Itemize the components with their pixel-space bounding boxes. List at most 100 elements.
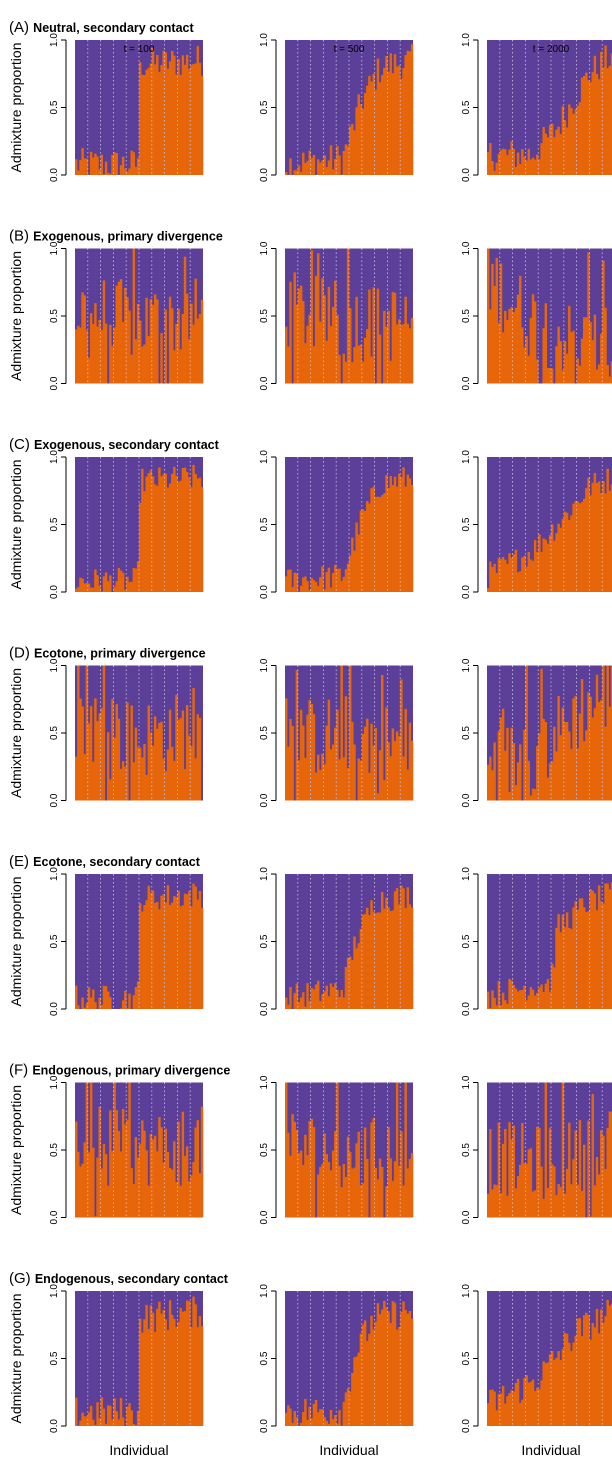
bar-cluster-2	[576, 501, 580, 592]
bar-cluster-2	[361, 108, 365, 175]
bar-cluster-2	[393, 1161, 397, 1218]
bar-cluster-2	[506, 1396, 509, 1426]
bar-cluster-2	[587, 692, 590, 801]
bar-cluster-2	[325, 725, 328, 801]
bar-cluster-2	[393, 292, 397, 384]
bar-cluster-2	[145, 476, 148, 592]
bar-cluster-2	[126, 1008, 129, 1009]
bar-cluster-2	[329, 1409, 333, 1426]
bar-cluster-2	[536, 154, 539, 175]
bar-cluster-2	[338, 996, 341, 1009]
bar-cluster-2	[113, 1398, 116, 1426]
bar-cluster-2	[565, 1333, 569, 1426]
bar-cluster-2	[192, 883, 195, 1009]
bar-cluster-2	[499, 1193, 503, 1218]
bar-cluster-2	[576, 909, 580, 1009]
bar-cluster-2	[489, 561, 492, 592]
bar-cluster-2	[495, 162, 498, 175]
bar-cluster-2	[351, 1168, 354, 1218]
y-tick-label: 0.5	[49, 100, 60, 114]
bar-cluster-2	[79, 577, 82, 592]
y-tick-label: 0.5	[259, 1143, 270, 1157]
bar-cluster-2	[121, 1108, 125, 1218]
bar-cluster-2	[346, 768, 350, 801]
bar-cluster-2	[190, 303, 193, 384]
bar-cluster-2	[395, 888, 399, 1009]
bar-cluster-2	[306, 581, 309, 592]
bar-cluster-2	[389, 476, 392, 592]
bar-cluster-2	[119, 768, 123, 801]
bar-cluster-2	[361, 361, 365, 384]
bar-cluster-2	[338, 354, 341, 384]
bar-cluster-2	[285, 172, 288, 175]
bar-cluster-2	[595, 1308, 599, 1426]
bar-cluster-2	[124, 287, 127, 384]
bar-cluster-2	[514, 166, 518, 175]
bar-cluster-2	[408, 328, 412, 384]
bar-cluster-2	[361, 1183, 365, 1218]
bar-cluster-2	[557, 326, 560, 384]
bar-cluster-2	[572, 1342, 575, 1426]
bar-cluster-2	[98, 713, 101, 801]
bar-cluster-2	[323, 1416, 326, 1426]
bar-cluster-2	[200, 907, 204, 1009]
bar-cluster-2	[190, 1327, 193, 1426]
bar-cluster-2	[542, 991, 545, 1009]
bar-cluster-2	[508, 1122, 511, 1218]
bar-cluster-2	[512, 742, 516, 801]
bar-cluster-2	[548, 125, 552, 175]
bar-cluster-2	[145, 1150, 148, 1218]
bar-cluster-2	[323, 764, 326, 801]
bar-cluster-2	[499, 1005, 503, 1009]
bar-cluster-2	[357, 94, 360, 175]
y-tick-label: 1.0	[259, 450, 270, 464]
bar-cluster-2	[514, 1188, 518, 1218]
bar-cluster-2	[361, 733, 365, 801]
bar-cluster-2	[302, 577, 305, 592]
panel-row-d: (D) Ecotone, primary divergence Admixture…	[8, 645, 612, 807]
bar-cluster-2	[529, 795, 533, 801]
bar-cluster-2	[355, 296, 358, 384]
bar-cluster-2	[344, 569, 348, 592]
bar-cluster-2	[173, 466, 176, 592]
plot-d-1: 0.0 0.5 1.0	[49, 658, 203, 807]
bar-cluster-2	[383, 1300, 386, 1426]
bar-cluster-2	[75, 756, 78, 801]
bar-cluster-2	[126, 297, 129, 384]
panel-title: Exogenous, secondary contact	[34, 438, 220, 452]
bar-cluster-2	[578, 503, 582, 592]
bar-cluster-2	[319, 769, 322, 801]
bar-cluster-2	[145, 774, 148, 801]
bar-cluster-2	[604, 493, 607, 592]
panel-letter: (D)	[9, 645, 30, 662]
plot-a-3: 0.0 0.5 1.0 t = 2000	[461, 33, 612, 182]
bar-cluster-2	[501, 992, 505, 1009]
bar-cluster-2	[181, 467, 185, 592]
bar-cluster-2	[295, 670, 299, 801]
bar-cluster-2	[501, 332, 505, 384]
bar-cluster-2	[162, 474, 165, 592]
bar-cluster-2	[92, 157, 95, 175]
bar-cluster-2	[565, 127, 569, 175]
bar-cluster-2	[81, 148, 84, 175]
y-axis-label: Admixture proportion	[8, 877, 24, 1007]
bar-cluster-2	[533, 159, 537, 175]
bar-cluster-2	[544, 1363, 548, 1426]
bar-cluster-2	[104, 986, 108, 1009]
bar-cluster-2	[521, 1399, 524, 1426]
bar-cluster-2	[312, 346, 316, 384]
bar-cluster-2	[544, 722, 548, 801]
bar-cluster-2	[376, 288, 380, 384]
bar-cluster-2	[173, 55, 176, 176]
bar-cluster-2	[489, 1389, 492, 1426]
bar-cluster-2	[287, 746, 290, 801]
bar-cluster-2	[568, 520, 571, 592]
bar-cluster-2	[606, 68, 609, 175]
bar-cluster-2	[400, 78, 403, 175]
bar-cluster-2	[113, 737, 116, 801]
bar-cluster-2	[368, 1333, 371, 1426]
bar-cluster-2	[173, 896, 176, 1009]
panel-heading: (C) Exogenous, secondary contact	[9, 436, 220, 453]
bar-cluster-2	[357, 534, 360, 592]
bar-cluster-2	[98, 1106, 101, 1218]
